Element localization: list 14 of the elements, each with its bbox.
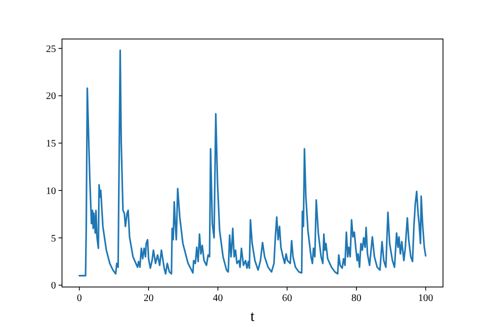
y-tick-label: 25 (46, 44, 56, 55)
y-tick-label: 15 (46, 138, 56, 150)
x-tick-label: 60 (282, 293, 292, 304)
y-tick-label: 10 (46, 186, 56, 197)
x-tick-label: 80 (351, 293, 362, 304)
x-tick-label: 40 (212, 293, 223, 304)
y-tick-label: 20 (46, 91, 56, 102)
x-axis-title: t (250, 309, 256, 325)
line-series (78, 49, 426, 277)
y-tick-label: 0 (51, 280, 56, 292)
y-tick-label: 5 (51, 233, 56, 244)
x-tick-label: 100 (418, 293, 434, 304)
x-tick-label: 0 (76, 293, 82, 304)
x-tick-label: 20 (144, 293, 154, 304)
